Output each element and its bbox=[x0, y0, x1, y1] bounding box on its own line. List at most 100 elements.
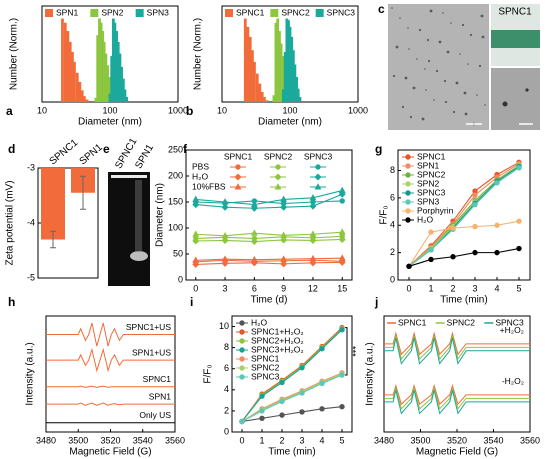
tem-particle bbox=[433, 99, 435, 101]
histogram-bar bbox=[120, 66, 123, 102]
legend-marker bbox=[315, 164, 321, 170]
panel-letter: b bbox=[186, 104, 193, 118]
data-point bbox=[239, 418, 245, 425]
histogram-bar bbox=[118, 53, 122, 102]
y-tick-label: 2 bbox=[390, 247, 395, 257]
histogram-bar bbox=[61, 18, 64, 102]
series-line bbox=[241, 329, 343, 422]
data-point bbox=[472, 202, 478, 208]
x-tick-label: 10 bbox=[37, 105, 47, 115]
tem-particle bbox=[478, 64, 482, 68]
legend-marker bbox=[405, 217, 411, 223]
tem-particle bbox=[444, 100, 448, 104]
tem-particle bbox=[455, 81, 459, 85]
data-point bbox=[250, 238, 258, 246]
data-point bbox=[280, 260, 288, 268]
series-label: SPNC1+US bbox=[126, 322, 171, 332]
histogram-bar bbox=[85, 99, 89, 102]
legend-row-label: 10%FBS bbox=[192, 181, 226, 191]
tem-particle bbox=[429, 9, 433, 13]
x-tick-label: 3500 bbox=[68, 435, 88, 445]
series-line bbox=[408, 163, 520, 267]
data-point bbox=[319, 406, 325, 412]
legend-swatch bbox=[270, 9, 279, 17]
histogram-bar bbox=[113, 22, 117, 103]
data-point bbox=[428, 256, 434, 263]
series-line bbox=[384, 390, 530, 415]
data-point bbox=[319, 345, 325, 352]
series-label: SPN1 bbox=[149, 391, 171, 401]
y-tick-label: 0 bbox=[224, 426, 229, 436]
x-tick-label: 3 bbox=[299, 435, 304, 445]
legend-marker bbox=[234, 173, 242, 181]
histogram-bar bbox=[75, 72, 79, 102]
tem-particle bbox=[435, 69, 439, 73]
legend-label: SPNC3+H₂O₂ bbox=[251, 344, 304, 354]
y-axis-label: Intensity (a.u.) bbox=[365, 342, 376, 405]
data-point bbox=[221, 231, 229, 239]
tem-particle bbox=[391, 7, 393, 9]
legend-label: H₂O bbox=[417, 214, 433, 224]
bar bbox=[41, 168, 65, 240]
data-point bbox=[192, 237, 200, 245]
x-tick-label: 0 bbox=[193, 283, 198, 293]
tem-particle bbox=[461, 23, 465, 27]
tem-image bbox=[388, 4, 489, 130]
x-axis-label: Diameter (nm) bbox=[78, 117, 142, 128]
histogram-bar bbox=[283, 51, 287, 102]
series-line bbox=[46, 347, 175, 373]
tem-particle bbox=[443, 79, 447, 83]
histogram-bar bbox=[78, 81, 82, 102]
series-label: Only US bbox=[139, 410, 171, 420]
data-point bbox=[192, 201, 200, 209]
tem-particle bbox=[480, 14, 484, 18]
legend-marker bbox=[405, 190, 411, 196]
x-axis-label: Magnetic Field (G) bbox=[69, 447, 151, 458]
data-point bbox=[309, 236, 317, 244]
data-point bbox=[319, 380, 325, 387]
x-tick-label: 0 bbox=[406, 283, 411, 293]
legend-label: SPNC1 bbox=[251, 353, 280, 363]
series-line bbox=[46, 385, 175, 388]
histogram-bar bbox=[278, 31, 281, 102]
legend-label: SPN2 bbox=[417, 178, 439, 188]
histogram-bar bbox=[251, 50, 254, 102]
x-tick-label: 1 bbox=[259, 435, 264, 445]
x-tick-label: 2 bbox=[450, 283, 455, 293]
tem-particle bbox=[464, 112, 468, 116]
data-point bbox=[279, 379, 285, 386]
series-line bbox=[195, 238, 343, 243]
y-tick-label: 0 bbox=[178, 274, 183, 284]
legend-label: SPNC2 bbox=[417, 169, 446, 179]
histogram-bar bbox=[110, 56, 114, 102]
legend-label: SPNC3 bbox=[495, 317, 524, 327]
data-point bbox=[221, 198, 229, 205]
series-line bbox=[241, 373, 343, 422]
histogram-bar bbox=[291, 50, 295, 102]
data-point bbox=[406, 263, 412, 270]
data-point bbox=[339, 198, 345, 204]
data-point bbox=[280, 195, 288, 202]
data-point bbox=[309, 202, 317, 210]
data-point bbox=[192, 260, 200, 268]
data-point bbox=[472, 249, 478, 256]
legend-header: SPNC3 bbox=[304, 151, 333, 161]
data-point bbox=[338, 254, 346, 261]
tem-particle bbox=[450, 22, 452, 24]
data-point bbox=[516, 165, 522, 171]
error-bar bbox=[50, 230, 56, 249]
data-point bbox=[338, 228, 346, 235]
tem-particle bbox=[421, 117, 425, 121]
series-label: SPN1+US bbox=[132, 347, 171, 357]
histogram-bar bbox=[296, 88, 300, 102]
x-tick-label: 3540 bbox=[483, 435, 503, 445]
legend-label: SPNC1 bbox=[236, 7, 265, 17]
legend-label: SPNC2+H₂O₂ bbox=[251, 335, 304, 345]
histogram-bar bbox=[262, 96, 266, 102]
tem-particle bbox=[395, 45, 399, 49]
legend-label: SPNC1 bbox=[398, 317, 427, 327]
y-tick-label: 10 bbox=[219, 321, 229, 331]
panel-letter: h bbox=[8, 295, 15, 309]
tem-particle bbox=[476, 94, 478, 96]
